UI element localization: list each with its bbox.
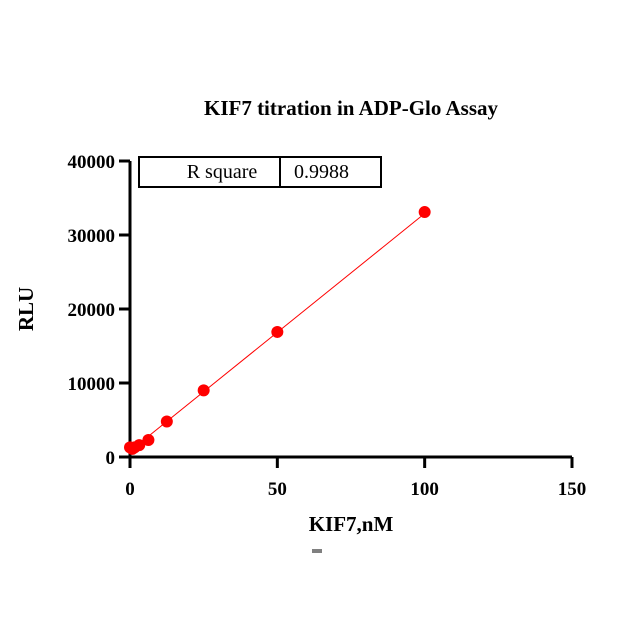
y-axis-label: RLU (14, 287, 38, 331)
y-tick-label: 40000 (68, 152, 116, 173)
data-point (271, 325, 284, 338)
data-point (418, 206, 431, 219)
x-ticks: 0 50 100 150 (125, 457, 586, 500)
r-square-label: R square (187, 161, 258, 183)
axes (128, 161, 572, 459)
x-tick-label: 100 (410, 479, 439, 500)
x-tick-label: 0 (125, 479, 135, 500)
y-tick-label: 20000 (68, 300, 116, 321)
data-point (133, 439, 146, 452)
y-ticks: 0 10000 20000 30000 40000 (68, 152, 130, 469)
r-square-value: 0.9988 (294, 161, 349, 183)
points-layer (124, 206, 431, 455)
small-gray-mark (312, 549, 322, 553)
x-tick-label: 50 (268, 479, 287, 500)
x-axis-label: KIF7,nM (309, 512, 394, 536)
y-tick-label: 30000 (68, 226, 116, 247)
chart-title: KIF7 titration in ADP-Glo Assay (204, 96, 499, 120)
y-tick-label: 0 (106, 448, 116, 469)
x-tick-label: 150 (558, 479, 587, 500)
r-square-table: R square 0.9988 (138, 156, 382, 188)
data-point (160, 415, 173, 428)
y-tick-label: 10000 (68, 374, 116, 395)
data-point (142, 433, 155, 446)
data-point (197, 384, 210, 397)
r-square-table-border (138, 156, 382, 188)
